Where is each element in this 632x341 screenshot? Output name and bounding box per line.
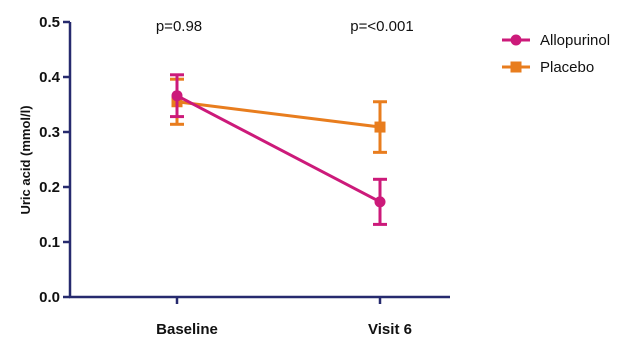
legend-marker [510,61,522,73]
y-tick-label: 0.5 [39,14,60,31]
legend-marker [510,34,522,46]
legend-label: Allopurinol [540,32,610,49]
data-point [171,90,183,102]
series-line [176,100,381,129]
y-tick-label: 0.2 [39,179,60,196]
x-tick-label: Baseline [156,321,218,338]
data-point [374,121,386,133]
x-tick-label: Visit 6 [368,321,412,338]
series-line [176,94,381,204]
legend-item-placebo: Placebo [502,59,594,76]
y-tick-label: 0.1 [39,234,60,251]
axes [68,22,450,299]
series-allopurinol [170,73,387,226]
legend-label: Placebo [540,59,594,76]
legend: Allopurinol Placebo [502,32,610,76]
legend-item-allopurinol: Allopurinol [502,32,610,49]
series-layer [170,73,387,226]
data-point [374,196,386,208]
p-value-label: p=<0.001 [350,18,413,35]
y-tick-label: 0.0 [39,289,60,306]
p-value-annotations: p=0.98 p=<0.001 [156,18,414,35]
series-placebo [170,77,387,154]
y-axis-label: Uric acid (mmol/l) [18,105,33,214]
y-ticks: 0.0 0.1 0.2 0.3 0.4 0.5 [39,14,70,306]
y-tick-label: 0.4 [39,69,61,86]
p-value-label: p=0.98 [156,18,202,35]
y-tick-label: 0.3 [39,124,60,141]
x-ticks: Baseline Visit 6 [156,297,412,338]
